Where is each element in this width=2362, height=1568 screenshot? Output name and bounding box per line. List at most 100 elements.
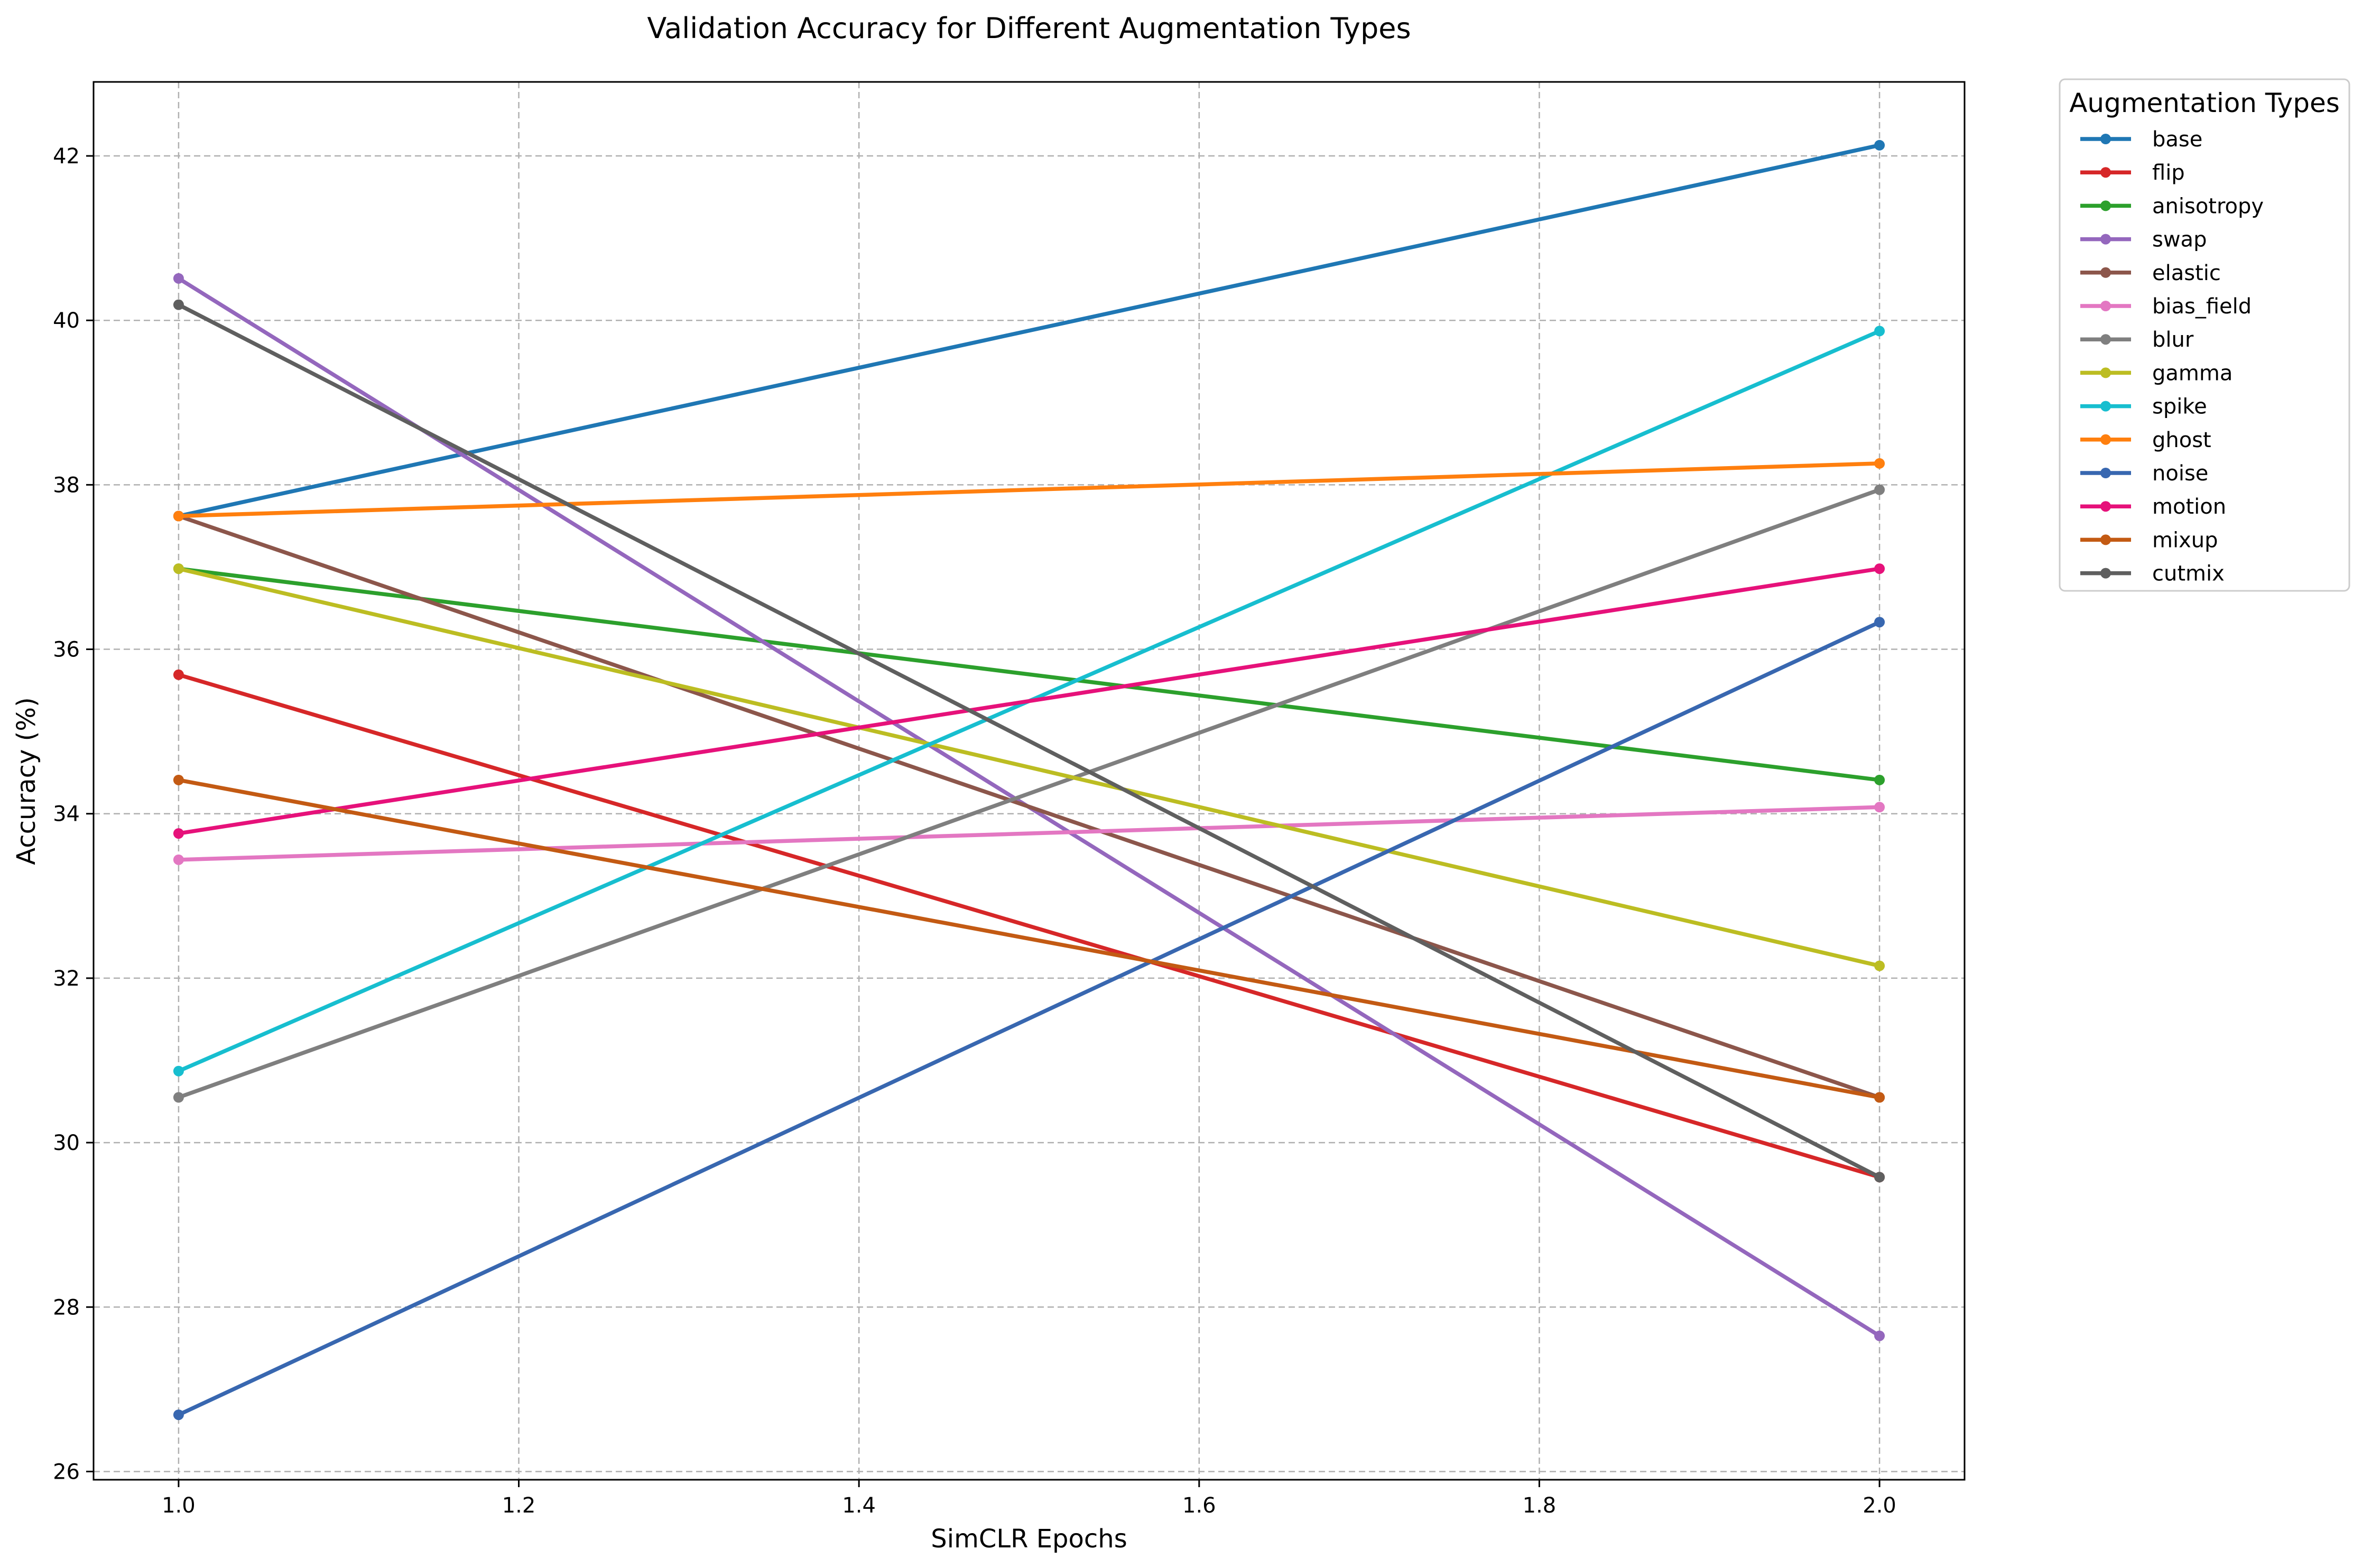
y-tick-label: 36 <box>53 638 80 662</box>
data-point <box>1874 1092 1885 1103</box>
legend-marker <box>2100 134 2111 144</box>
legend-label: gamma <box>2152 361 2233 385</box>
data-point <box>173 563 184 574</box>
y-tick-label: 42 <box>53 144 80 169</box>
chart-title: Validation Accuracy for Different Augmen… <box>647 12 1411 45</box>
legend-marker <box>2100 401 2111 412</box>
series-line <box>178 567 1880 782</box>
legend-item-spike: spike <box>2080 395 2207 419</box>
y-tick-label: 32 <box>53 967 80 991</box>
data-point <box>1874 802 1885 813</box>
series-line <box>178 488 1881 1100</box>
legend-marker <box>2100 234 2111 245</box>
data-point <box>173 299 184 310</box>
legend-box <box>2059 78 2350 592</box>
legend-label: ghost <box>2152 428 2211 452</box>
series-line <box>178 514 1881 1100</box>
legend-item-mixup: mixup <box>2080 528 2218 552</box>
data-point <box>1874 1172 1885 1183</box>
legend-items: base flip anisotropy swap elastic bias_fieldb… <box>2080 127 2264 586</box>
data-point <box>1874 1330 1885 1341</box>
data-point <box>1874 563 1885 574</box>
series-bias_field <box>173 802 1885 865</box>
legend-label: cutmix <box>2152 562 2225 586</box>
legend-marker <box>2100 534 2111 545</box>
series-line <box>178 620 1881 1417</box>
data-point <box>173 854 184 865</box>
series-blur <box>173 484 1885 1103</box>
legend-marker <box>2100 367 2111 378</box>
series-line <box>178 461 1880 518</box>
data-point <box>173 1409 184 1421</box>
legend-label: flip <box>2152 161 2185 185</box>
legend-marker <box>2100 167 2111 178</box>
legend-label: blur <box>2152 328 2194 352</box>
legend-label: mixup <box>2152 528 2218 552</box>
legend-label: spike <box>2152 395 2207 419</box>
legend-item-cutmix: cutmix <box>2080 562 2225 586</box>
legend-title: Augmentation Types <box>2069 88 2340 118</box>
data-point <box>1874 458 1885 469</box>
x-tick-label: 1.8 <box>1523 1493 1557 1518</box>
series-ghost <box>173 458 1885 522</box>
data-point <box>1874 774 1885 785</box>
x-tick-label: 1.0 <box>162 1493 196 1518</box>
legend-marker <box>2100 200 2111 211</box>
legend-label: base <box>2152 127 2202 152</box>
x-tick-label: 2.0 <box>1863 1493 1896 1518</box>
y-tick-label: 38 <box>53 473 80 497</box>
data-point <box>1874 140 1885 151</box>
legend-item-ghost: ghost <box>2080 428 2211 452</box>
x-axis-label: SimCLR Epochs <box>931 1524 1127 1554</box>
y-tick-label: 34 <box>53 802 80 827</box>
legend-item-anisotropy: anisotropy <box>2080 194 2264 218</box>
legend-marker <box>2100 468 2111 478</box>
legend-label: elastic <box>2152 261 2221 285</box>
data-point <box>1874 484 1885 495</box>
data-point <box>173 828 184 839</box>
data-point <box>173 511 184 522</box>
data-point <box>173 1065 184 1077</box>
legend-marker <box>2100 501 2111 512</box>
legend-marker <box>2100 267 2111 278</box>
data-point <box>173 273 184 284</box>
legend-label: motion <box>2152 495 2226 519</box>
y-tick-label: 40 <box>53 309 80 333</box>
y-axis-label: Accuracy (%) <box>12 697 41 865</box>
legend: Augmentation Types base flip anisotropy swa… <box>2059 78 2350 592</box>
legend-marker <box>2100 301 2111 311</box>
data-point <box>1874 960 1885 971</box>
legend-item-elastic: elastic <box>2080 261 2221 285</box>
data-point <box>173 1092 184 1103</box>
y-tick-label: 26 <box>53 1460 80 1484</box>
x-tick-label: 1.2 <box>502 1493 536 1518</box>
series-line <box>178 567 1880 836</box>
series-gamma <box>173 563 1885 971</box>
legend-item-flip: flip <box>2080 161 2185 185</box>
data-point <box>1874 617 1885 628</box>
y-tick-label: 30 <box>53 1131 80 1155</box>
legend-label: bias_field <box>2152 294 2252 319</box>
legend-item-gamma: gamma <box>2080 361 2233 385</box>
data-point <box>173 669 184 680</box>
legend-label: swap <box>2152 228 2207 252</box>
legend-marker <box>2100 334 2111 345</box>
series-layer <box>173 140 1885 1421</box>
legend-label: noise <box>2152 461 2208 486</box>
legend-item-noise: noise <box>2080 461 2208 486</box>
legend-label: anisotropy <box>2152 194 2264 218</box>
legend-item-motion: motion <box>2080 495 2226 519</box>
legend-item-blur: blur <box>2080 328 2194 352</box>
x-tick-label: 1.6 <box>1182 1493 1216 1518</box>
tick-layer: 1.0 1.2 1.4 1.6 1.8 2.0 26 28 30 32 34 36 38 40 42 <box>53 144 1896 1518</box>
legend-item-bias_field: bias_field <box>2080 294 2252 319</box>
series-mixup <box>173 774 1885 1103</box>
legend-item-base: base <box>2080 127 2202 152</box>
series-line <box>178 805 1880 862</box>
series-line <box>178 673 1881 1180</box>
legend-item-swap: swap <box>2080 228 2207 252</box>
legend-marker <box>2100 434 2111 445</box>
x-tick-label: 1.4 <box>842 1493 876 1518</box>
plot-frame <box>92 81 1966 1481</box>
